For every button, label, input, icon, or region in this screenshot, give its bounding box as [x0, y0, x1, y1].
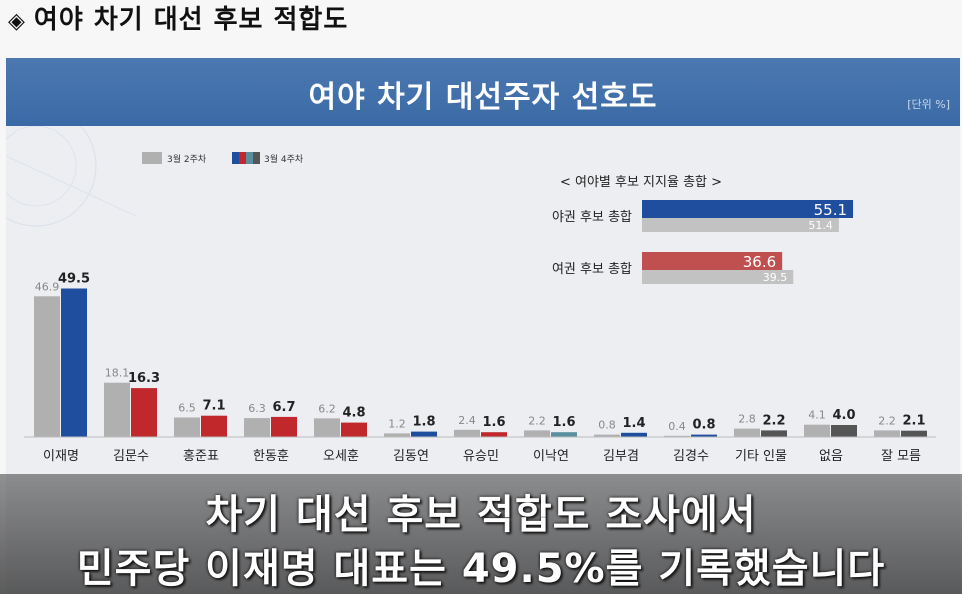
category-label-3: 홍준표: [183, 449, 219, 464]
category-label-1: 이재명: [43, 449, 79, 464]
category-label-13: 잘 모름: [881, 449, 921, 464]
data-label-1-curr: 49.5: [58, 272, 90, 287]
category-label-5: 오세훈: [323, 449, 359, 464]
data-label-3-prev: 6.5: [178, 402, 196, 415]
inset-data-label-1-curr: 55.1: [814, 201, 847, 219]
data-label-10-prev: 0.4: [668, 420, 686, 433]
category-label-7: 유승민: [463, 449, 499, 464]
bar-1-curr: [61, 288, 87, 437]
bar-1-prev: [34, 296, 60, 437]
bar-2-curr: [131, 388, 157, 437]
chart-title: 여야 차기 대선주자 선호도: [308, 80, 658, 115]
legend-label-curr: 3월 4주차: [264, 153, 304, 165]
unit-label: [단위 %]: [907, 98, 950, 111]
legend-swatch-curr-2: [239, 152, 246, 164]
data-label-5-curr: 4.8: [342, 406, 365, 421]
category-label-4: 한동훈: [253, 449, 289, 464]
legend-swatch-curr-4: [253, 152, 260, 164]
data-label-2-curr: 16.3: [128, 371, 160, 386]
inset-category-label-1: 야권 후보 총합: [552, 210, 632, 225]
bar-13-curr: [901, 430, 927, 437]
data-label-4-curr: 6.7: [272, 400, 295, 415]
data-label-9-prev: 0.8: [598, 419, 616, 432]
inset-data-label-1-prev: 51.4: [808, 219, 833, 232]
chart-svg: 46.949.5 이재명 18.116.3 김문수 6.5 7.1 홍준표 6.3 6.7 한동훈…: [24, 152, 936, 464]
category-label-10: 김경수: [673, 449, 709, 464]
data-label-7-prev: 2.4: [458, 414, 476, 427]
bar-4-curr: [271, 416, 297, 437]
bar-10-curr: [691, 434, 717, 437]
subtitle-line-2: 민주당 이재명 대표는 49.5%를 기록했습니다: [76, 546, 886, 592]
bar-4-prev: [244, 418, 270, 437]
category-label-9: 김부겸: [603, 449, 639, 464]
legend-swatch-curr-3: [246, 152, 253, 164]
bar-9-prev: [594, 434, 620, 437]
page-heading: ◈ 여야 차기 대선 후보 적합도: [8, 2, 348, 38]
legend-label-prev: 3월 2주차: [167, 153, 207, 165]
chart-title-bar: 여야 차기 대선주자 선호도 [단위 %]: [6, 58, 960, 126]
bar-13-prev: [874, 430, 900, 437]
bar-11-prev: [734, 428, 760, 437]
data-label-10-curr: 0.8: [692, 418, 715, 433]
inset-bar-2-curr: [642, 252, 783, 270]
inset-bar-2-prev: [642, 270, 794, 284]
bar-5-prev: [314, 418, 340, 437]
data-label-11-curr: 2.2: [762, 413, 785, 428]
inset-title: < 여야별 후보 지지율 총합 >: [560, 175, 722, 190]
data-label-13-curr: 2.1: [902, 414, 925, 429]
bar-6-curr: [411, 431, 437, 437]
bar-11-curr: [761, 430, 787, 437]
category-label-12: 없음: [819, 449, 843, 464]
diamond-bullet-icon: ◈: [8, 9, 26, 34]
legend-swatch-prev: [142, 152, 162, 164]
data-label-11-prev: 2.8: [738, 413, 756, 426]
data-label-8-prev: 2.2: [528, 414, 546, 427]
data-label-3-curr: 7.1: [202, 399, 225, 414]
data-label-6-curr: 1.8: [412, 415, 435, 430]
bar-10-prev: [664, 435, 690, 437]
bar-9-curr: [621, 432, 647, 437]
data-label-7-curr: 1.6: [482, 415, 505, 430]
data-label-2-prev: 18.1: [105, 367, 130, 380]
bar-8-curr: [551, 432, 577, 437]
bar-12-curr: [831, 425, 857, 437]
data-label-13-prev: 2.2: [878, 414, 896, 427]
subtitle-band: [0, 474, 962, 594]
category-label-11: 기타 인물: [735, 449, 787, 464]
inset-bar-1-prev: [642, 218, 839, 232]
category-label-8: 이낙연: [533, 449, 569, 464]
inset-data-label-2-prev: 39.5: [763, 271, 788, 284]
bar-6-prev: [384, 433, 410, 437]
bar-5-curr: [341, 422, 367, 437]
data-label-12-prev: 4.1: [808, 409, 826, 422]
bar-7-curr: [481, 432, 507, 437]
data-label-6-prev: 1.2: [388, 417, 406, 430]
data-label-8-curr: 1.6: [552, 415, 575, 430]
subtitle-line-1: 차기 대선 후보 적합도 조사에서: [205, 492, 757, 538]
inset-data-label-2-curr: 36.6: [743, 253, 776, 271]
bar-2-prev: [104, 382, 130, 437]
data-label-12-curr: 4.0: [832, 408, 855, 423]
bar-3-prev: [174, 417, 200, 437]
background-decoration: [6, 126, 137, 227]
inset-category-label-2: 여권 후보 총합: [552, 262, 632, 277]
bar-7-prev: [454, 429, 480, 437]
category-label-2: 김문수: [113, 449, 149, 464]
data-label-1-prev: 46.9: [35, 280, 60, 293]
data-label-4-prev: 6.3: [248, 402, 266, 415]
legend-swatch-curr-1: [232, 152, 239, 164]
bar-3-curr: [201, 415, 227, 437]
data-label-5-prev: 6.2: [318, 402, 336, 415]
inset-bar-1-curr: [642, 200, 854, 218]
page-heading-text: 여야 차기 대선 후보 적합도: [33, 5, 349, 35]
category-label-6: 김동연: [393, 449, 429, 464]
bar-8-prev: [524, 430, 550, 437]
data-label-9-curr: 1.4: [622, 416, 645, 431]
bar-12-prev: [804, 424, 830, 437]
